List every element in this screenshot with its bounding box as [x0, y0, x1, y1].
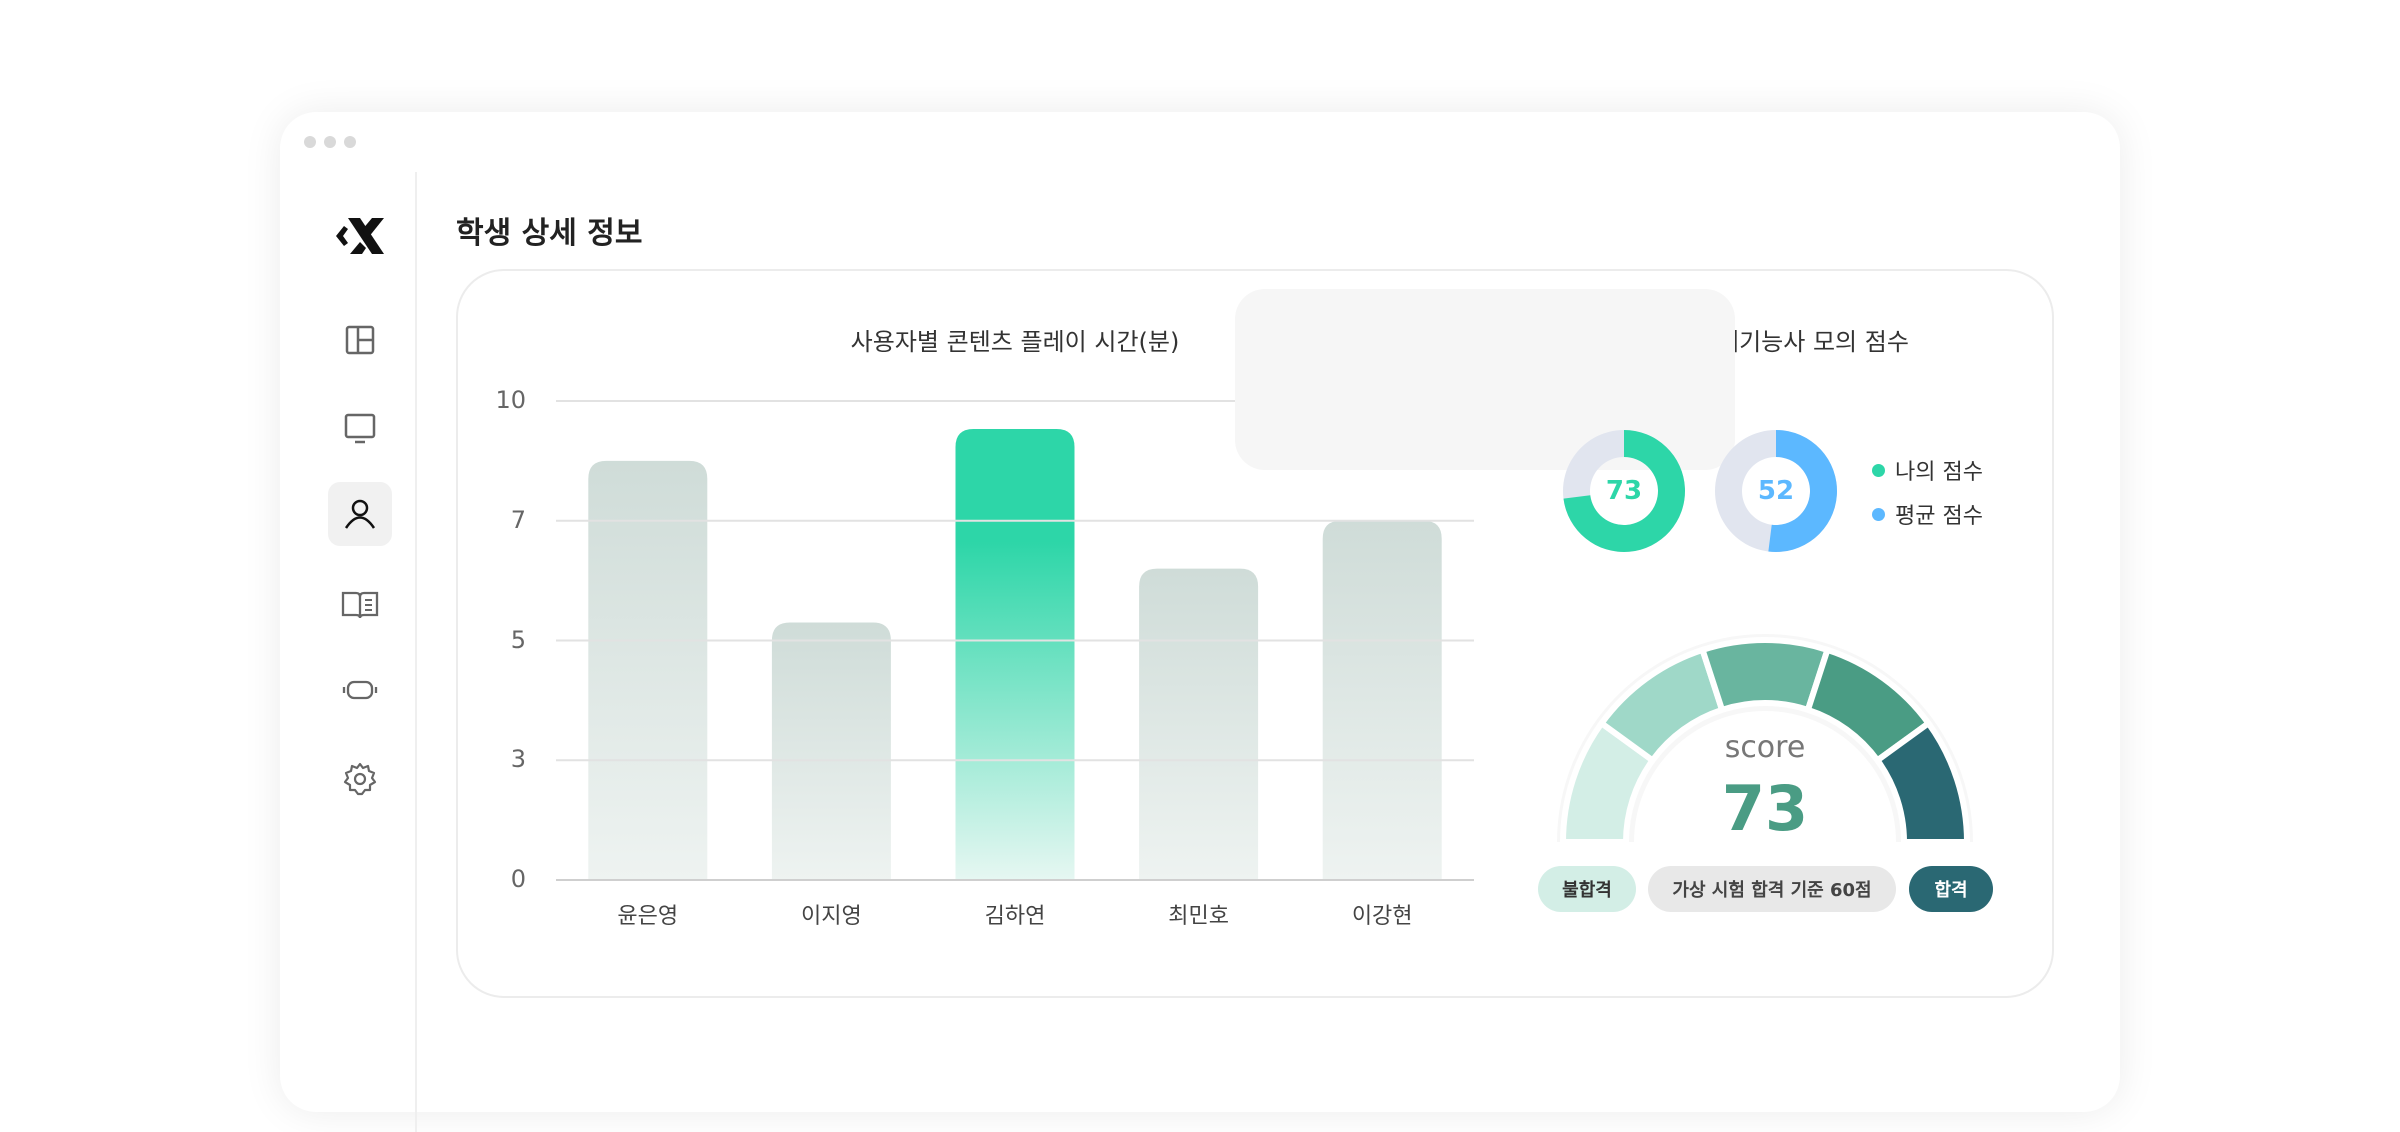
y-tick-label: 7 — [510, 505, 526, 534]
sidebar-item-content[interactable] — [328, 573, 392, 637]
y-tick-label: 0 — [510, 865, 526, 893]
bar-김하연[interactable] — [955, 428, 1075, 880]
y-tick-label: 3 — [510, 745, 526, 774]
legend-dot — [1872, 463, 1885, 477]
legend-my-score: 나의 점수 — [1872, 454, 1983, 486]
legend-dot — [1872, 507, 1885, 521]
page-title: 학생 상세 정보 — [456, 216, 643, 251]
logo-icon[interactable] — [328, 204, 392, 268]
x-tick-label: 최민호 — [1168, 904, 1229, 929]
pass-badge: 합격 — [1909, 866, 1993, 912]
bar-이강현[interactable] — [1322, 520, 1442, 880]
score-donuts — [1562, 430, 1837, 553]
sidebar-item-dashboard[interactable] — [328, 308, 392, 372]
sidebar-item-students[interactable] — [328, 482, 392, 546]
legend-avg-score: 평균 점수 — [1872, 498, 1983, 530]
sidebar-item-vr[interactable] — [328, 658, 392, 722]
sidebar-divider — [415, 172, 417, 1132]
layout-icon — [345, 325, 375, 355]
fail-badge: 불합격 — [1538, 866, 1636, 912]
window-dot — [324, 136, 336, 148]
gauge-label: score — [1724, 730, 1806, 765]
score-gauge — [1563, 640, 1971, 845]
sidebar-item-settings[interactable] — [328, 747, 392, 811]
avg-score-value: 52 — [1757, 476, 1795, 506]
monitor-icon — [344, 413, 376, 444]
avg-score-donut — [1714, 430, 1837, 553]
y-tick-label: 5 — [510, 625, 526, 654]
window-dot — [304, 136, 316, 148]
user-icon — [344, 499, 376, 529]
bar-윤은영[interactable] — [588, 460, 708, 880]
gear-icon — [343, 762, 377, 796]
gauge-segment — [1873, 719, 1971, 845]
legend-label: 나의 점수 — [1895, 460, 1983, 485]
vr-headset-icon — [342, 680, 378, 700]
book-icon — [341, 591, 379, 619]
x-tick-label: 이지영 — [801, 904, 862, 929]
y-tick-label: 10 — [495, 386, 526, 414]
legend-label: 평균 점수 — [1895, 504, 1983, 529]
bar-최민호[interactable] — [1139, 568, 1259, 880]
x-tick-label: 이강현 — [1351, 904, 1413, 929]
x-tick-label: 김하연 — [984, 904, 1046, 929]
my-score-donut — [1562, 430, 1685, 553]
bar-이지영[interactable] — [771, 622, 891, 880]
student-detail-card — [456, 269, 2054, 998]
window-dot — [344, 136, 356, 148]
pass-criteria-badge: 가상 시험 합격 기준 60점 — [1648, 866, 1896, 912]
chart-title: 사용자별 콘텐츠 플레이 시간(분) — [850, 328, 1180, 356]
bar-chart-plot — [556, 400, 1474, 881]
my-score-value: 73 — [1605, 476, 1643, 506]
x-tick-label: 윤은영 — [617, 904, 679, 929]
sidebar-item-monitor[interactable] — [328, 397, 392, 461]
gauge-value: 73 — [1721, 772, 1809, 845]
